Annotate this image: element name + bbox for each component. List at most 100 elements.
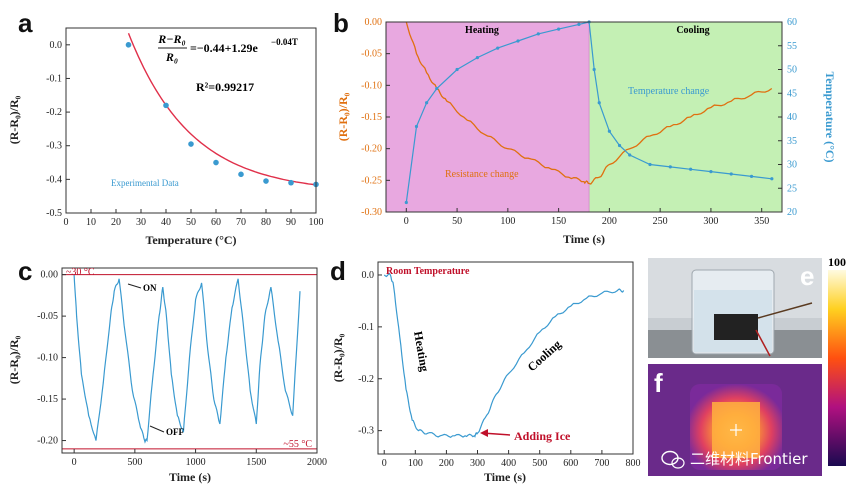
c-x-tick-label: 1500 (246, 457, 266, 468)
region-heating (386, 22, 590, 212)
b-right-y-tick-label: 45 (787, 88, 797, 99)
annotation-adding-ice: Adding Ice (480, 429, 571, 443)
crosshair-icon (730, 424, 742, 436)
panel-label-f: f (654, 368, 663, 398)
plot-frame-a (65, 27, 317, 214)
d-y-tick-label: 0.0 (362, 270, 375, 281)
b-x-tick-label: 100 (500, 216, 515, 227)
x-axis-label-a: Temperature (°C) (145, 233, 236, 247)
data-point (288, 179, 294, 186)
d-x-tick-label: 700 (594, 458, 609, 469)
chart-a: 0 10 20 30 40 50 60 70 80 90 100 0.0 -0.1 -0.2 -0.3 -0.… (7, 27, 324, 247)
annotation-cooling: Cooling (525, 337, 564, 374)
panel-label-e: e (800, 261, 814, 291)
annotation-off: OFF (149, 425, 184, 437)
plot-frame-d (377, 261, 634, 455)
chart-b: 0 50 100 150 200 250 300 350 0.00 -0.05 -0.10 -0.15… (336, 17, 837, 246)
d-x-tick-label: 500 (532, 458, 547, 469)
a-x-tick-label: 90 (286, 217, 296, 228)
d-x-tick-label: 800 (626, 458, 641, 469)
b-x-tick-label: 250 (653, 216, 668, 227)
chart-d: 0 100 200 300 400 500 600 700 800 0.0 -0.1 -0.2 -0.3… (331, 261, 641, 484)
arrow-head-adding-ice (480, 429, 488, 437)
temperature-point (455, 67, 459, 72)
b-right-y-tick-label: 50 (787, 65, 797, 76)
sensor-wire-red (755, 329, 771, 357)
a-x-tick-label: 60 (211, 217, 221, 228)
fit-equation: R−R₀ R₀ =−0.44+1.29e −0.04T (157, 32, 298, 64)
c-x-tick-label: 1000 (186, 457, 206, 468)
annotation-experimental-data: Experimental Data (111, 178, 179, 188)
data-point (163, 102, 169, 109)
series-cycling-response (73, 274, 301, 444)
annotation-on: ON (127, 283, 157, 293)
b-left-y-tick-label: -0.30 (361, 207, 382, 218)
temperature-point (597, 101, 601, 105)
a-x-tick-label: 30 (136, 217, 146, 228)
series-heating-cooling (383, 272, 625, 438)
data-point (213, 159, 219, 166)
series-resistance-change (405, 21, 773, 185)
chart-c: 0 500 1000 1500 2000 0.00 -0.05 -0.10 -0.15 -0.20… (7, 267, 327, 484)
temperature-point (648, 162, 652, 167)
a-y-tick-label: -0.3 (46, 141, 62, 152)
data-point (188, 141, 194, 147)
a-y-tick-label: -0.5 (46, 208, 62, 219)
temperature-point (557, 27, 561, 31)
d-y-tick-label: -0.3 (358, 426, 374, 437)
a-x-tick-label: 80 (261, 217, 271, 228)
b-left-y-tick-label: -0.10 (361, 80, 382, 91)
hline-label-55c: ~55 °C (283, 439, 312, 450)
d-x-tick-label: 100 (408, 458, 423, 469)
d-x-tick-label: 0 (382, 458, 387, 469)
temperature-point (435, 86, 439, 91)
c-x-tick-label: 2000 (307, 457, 327, 468)
c-y-tick-label: -0.05 (37, 311, 58, 322)
series-temperature-change (405, 21, 772, 203)
temperature-point (749, 174, 754, 178)
x-axis-label-c: Time (s) (169, 470, 211, 484)
a-x-tick-label: 20 (111, 217, 121, 228)
annotation-room-temperature: Room Temperature (386, 266, 470, 277)
temperature-point (516, 39, 520, 43)
annotation-on-label: ON (143, 283, 157, 293)
sensor-wire (757, 302, 813, 319)
annotation-temperature-change: Temperature change (628, 86, 710, 97)
a-x-tick-label: 100 (309, 217, 324, 228)
arrow-off (149, 425, 165, 433)
temperature-point (496, 46, 500, 50)
a-x-tick-label: 40 (161, 217, 171, 228)
b-left-y-tick-label: -0.05 (361, 49, 382, 60)
c-y-tick-label: -0.15 (37, 394, 58, 405)
b-x-tick-label: 50 (452, 216, 462, 227)
arrow-on (127, 283, 142, 289)
temperature-point (425, 101, 429, 105)
c-y-tick-label: -0.10 (37, 353, 58, 364)
annotation-adding-ice-label: Adding Ice (514, 429, 571, 443)
d-y-tick-label: -0.2 (358, 374, 374, 385)
b-right-y-tick-label: 20 (787, 207, 797, 218)
temperature-point (607, 129, 611, 133)
x-axis-label-d: Time (s) (484, 470, 526, 484)
watermark: 二维材料Frontier (690, 450, 808, 468)
plot-frame-c (61, 267, 318, 454)
a-x-tick-label: 50 (186, 217, 196, 228)
temperature-point (628, 153, 632, 157)
b-right-y-tick-label: 40 (787, 112, 797, 123)
temperature-point (404, 200, 408, 205)
y-axis-label-c: (R-R₀)/R₀ (7, 335, 21, 384)
y-axis-label-a: (R-R₀)/R₀ (7, 95, 21, 144)
d-y-tick-label: -0.1 (358, 322, 374, 333)
a-y-tick-label: -0.2 (46, 107, 62, 118)
colorbar-max-label: 100 (828, 255, 846, 269)
panel-label-b: b (333, 8, 349, 38)
panel-label-c: c (18, 256, 32, 286)
temperature-point (617, 143, 622, 148)
r-squared: R²=0.99217 (196, 80, 254, 94)
data-point (238, 171, 244, 178)
a-y-tick-label: -0.1 (46, 73, 62, 84)
b-x-tick-label: 200 (602, 216, 617, 227)
photo-beaker: e (648, 258, 822, 358)
x-axis-label-b: Time (s) (563, 232, 605, 246)
